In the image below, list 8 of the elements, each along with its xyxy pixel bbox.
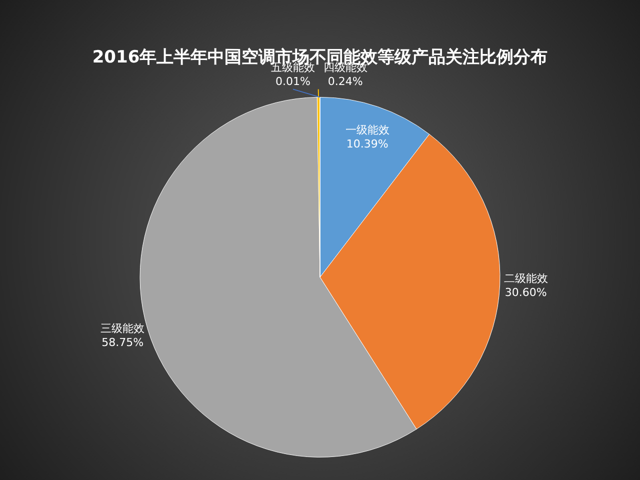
slice-label: 二级能效 [504,272,548,286]
data-label: 0.24% [328,75,363,88]
data-label: 30.60% [504,286,547,300]
data-label: 0.01% [276,75,310,88]
data-label: 58.75% [102,336,144,350]
data-label: 10.39% [346,137,388,150]
slice-label: 一级能效 [345,123,390,136]
slice-label: 三级能效 [100,322,145,336]
